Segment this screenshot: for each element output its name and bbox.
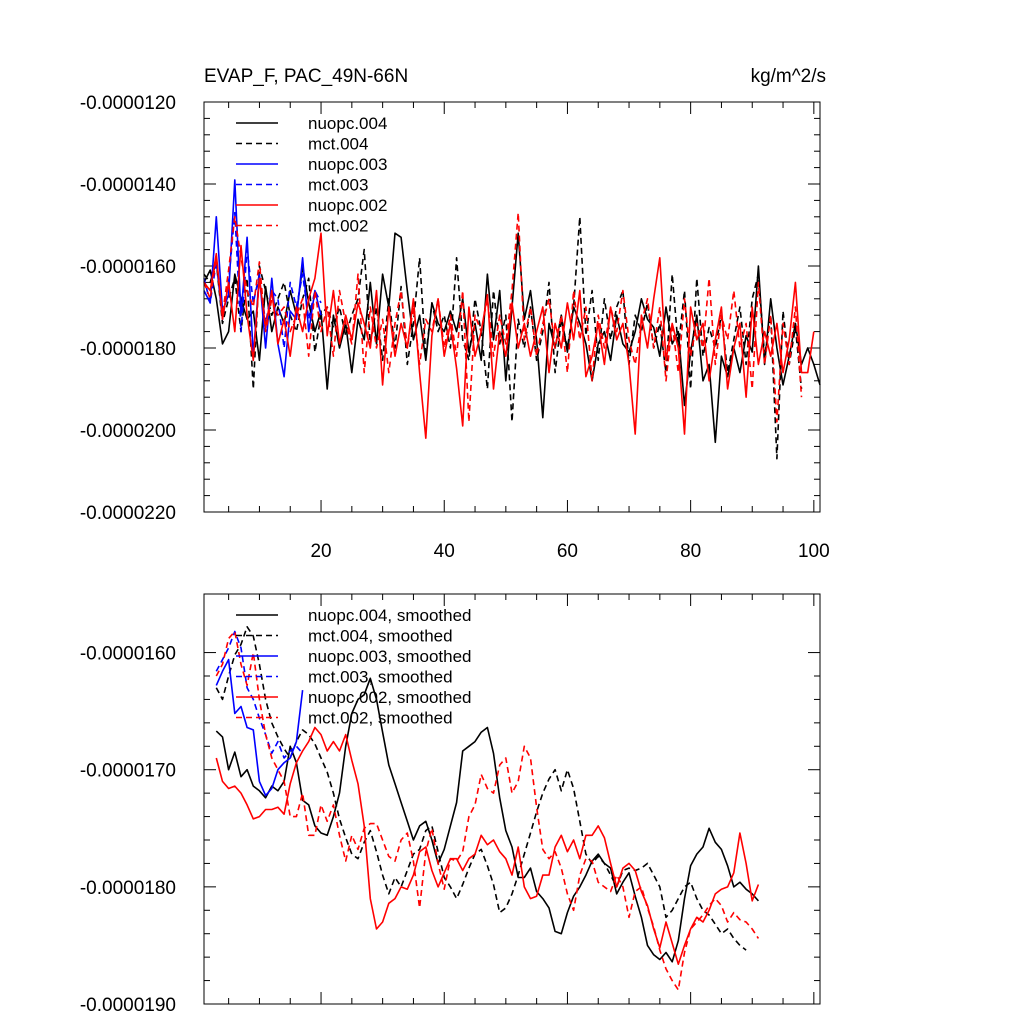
bottom-y-tick-label: -0.0000170 bbox=[80, 761, 176, 782]
legend-label: nuopc.003, smoothed bbox=[308, 647, 472, 666]
top-y-tick-label: -0.0000120 bbox=[80, 93, 176, 114]
top-x-tick-label: 20 bbox=[310, 541, 331, 562]
top-y-ticks: -0.0000120 -0.0000140 -0.0000160 -0.0000180… bbox=[80, 93, 820, 524]
top-y-tick-label: -0.0000180 bbox=[80, 339, 176, 360]
legend-label: mct.002, smoothed bbox=[308, 709, 453, 728]
series-line-nuopc-002-smoothed bbox=[215, 726, 760, 966]
top-x-tick-label: 40 bbox=[434, 541, 455, 562]
bottom-plot-frame bbox=[203, 593, 821, 1005]
legend-label: mct.003, smoothed bbox=[308, 668, 453, 687]
top-plot-frame bbox=[203, 101, 821, 513]
series-line-nuopc-003-smoothed bbox=[215, 658, 304, 797]
legend-label: mct.004 bbox=[308, 135, 368, 154]
bottom-x-ticks bbox=[228, 594, 815, 1004]
legend-label: nuopc.002 bbox=[308, 196, 387, 215]
series-line-mct-002-smoothed bbox=[215, 630, 760, 991]
legend-label: mct.004, smoothed bbox=[308, 627, 453, 646]
top-x-tick-label: 100 bbox=[798, 541, 830, 562]
legend-label: nuopc.003 bbox=[308, 155, 387, 174]
series-line-mct-002 bbox=[203, 211, 803, 423]
bottom-y-tick-label: -0.0000190 bbox=[80, 995, 176, 1016]
bottom-y-tick-label: -0.0000160 bbox=[80, 644, 176, 665]
top-x-ticks: 20 40 60 80 100 bbox=[228, 102, 830, 562]
legend-label: mct.002 bbox=[308, 217, 368, 236]
bottom-series bbox=[215, 625, 760, 991]
bottom-y-tick-label: -0.0000180 bbox=[80, 878, 176, 899]
top-y-tick-label: -0.0000200 bbox=[80, 421, 176, 442]
series-line-mct-004-smoothed bbox=[215, 625, 747, 951]
top-y-tick-label: -0.0000160 bbox=[80, 257, 176, 278]
legend-label: mct.003 bbox=[308, 176, 368, 195]
top-x-tick-label: 60 bbox=[557, 541, 578, 562]
bottom-y-ticks: -0.0000160 -0.0000170 -0.0000180 -0.0000190 bbox=[80, 644, 820, 1016]
bottom-panel: -0.0000160 -0.0000170 -0.0000180 -0.0000190… bbox=[80, 593, 821, 1016]
legend-label: nuopc.004 bbox=[308, 114, 387, 133]
series-line-nuopc-002 bbox=[203, 232, 815, 440]
series-line-nuopc-004-smoothed bbox=[215, 677, 759, 963]
legend-label: nuopc.004, smoothed bbox=[308, 606, 472, 625]
top-x-tick-label: 80 bbox=[680, 541, 701, 562]
top-chart-title: EVAP_F, PAC_49N-66N bbox=[204, 66, 408, 87]
legend-label: nuopc.002, smoothed bbox=[308, 688, 472, 707]
top-panel: EVAP_F, PAC_49N-66N kg/m^2/s -0.0000120-… bbox=[80, 66, 830, 562]
top-series bbox=[203, 179, 821, 460]
top-y-tick-label: -0.0000140 bbox=[80, 175, 176, 196]
top-chart-units: kg/m^2/s bbox=[751, 66, 826, 87]
top-y-tick-label: -0.0000220 bbox=[80, 503, 176, 524]
